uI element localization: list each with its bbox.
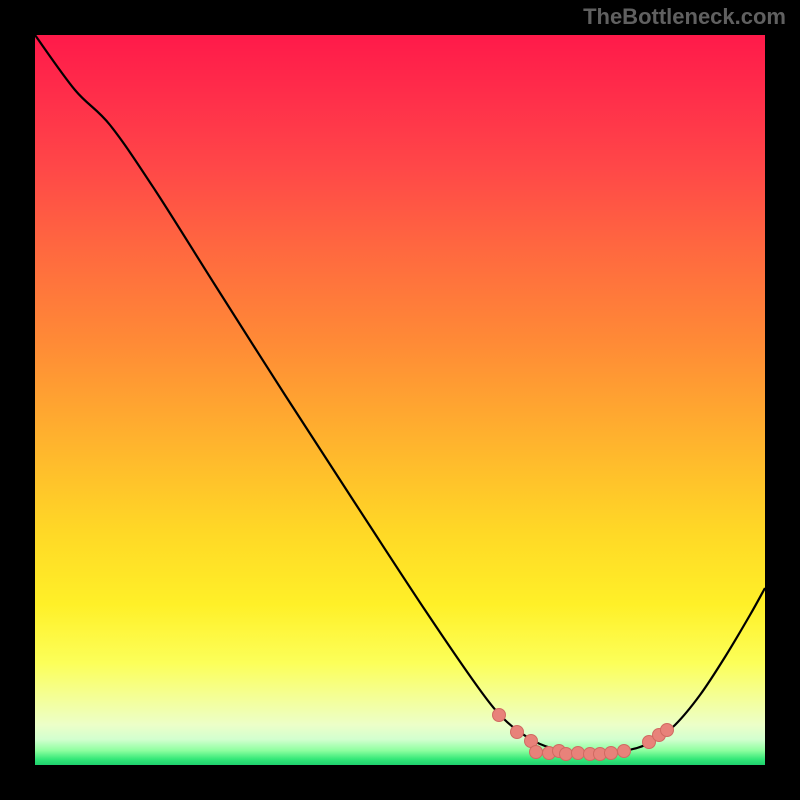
curve-layer [35,35,765,765]
data-marker [605,747,618,760]
data-markers [493,709,674,761]
data-marker [530,746,543,759]
data-marker [493,709,506,722]
plot-area [35,35,765,765]
chart-root: TheBottleneck.com [0,0,800,800]
watermark-text: TheBottleneck.com [583,4,786,30]
data-marker [572,747,585,760]
data-marker [560,748,573,761]
data-marker [618,745,631,758]
data-marker [661,724,674,737]
bottleneck-curve [35,35,765,753]
data-marker [511,726,524,739]
